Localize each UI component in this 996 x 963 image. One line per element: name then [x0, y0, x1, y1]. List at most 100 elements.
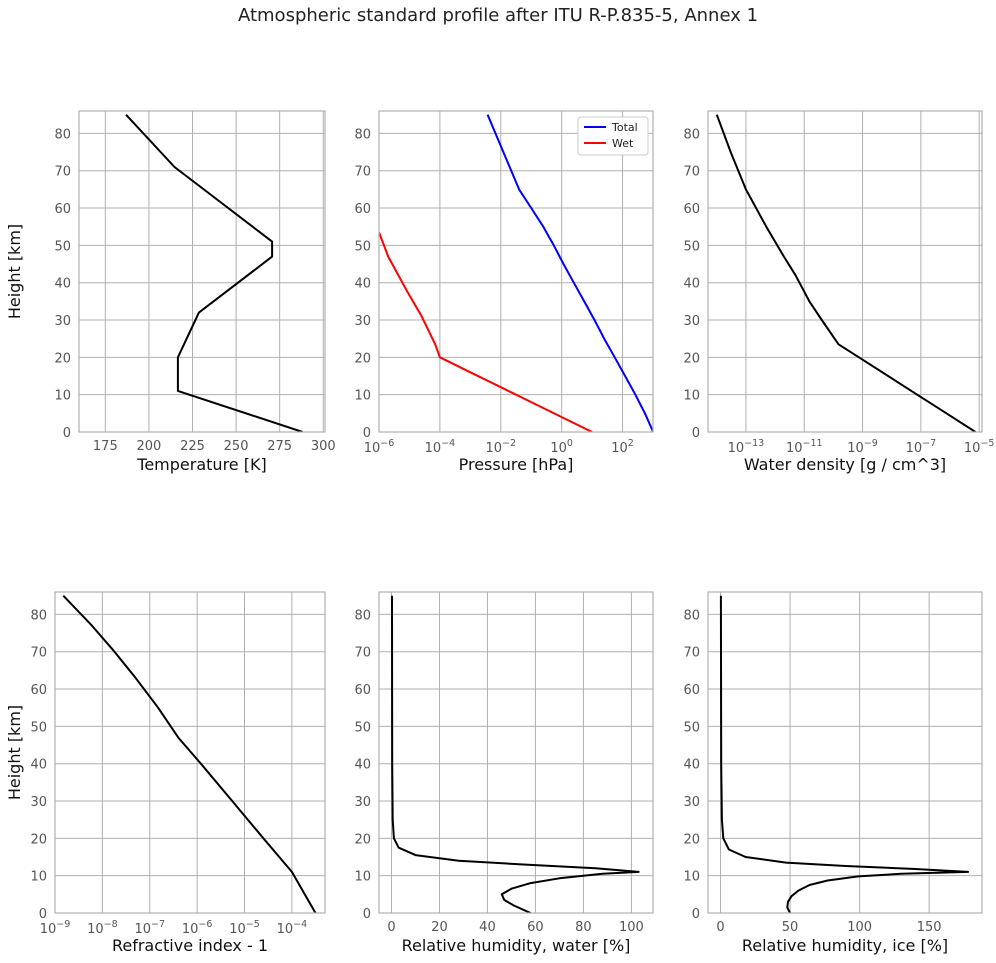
y-axis-label: Height [km]: [5, 224, 24, 319]
y-tick-label: 60: [683, 202, 700, 217]
x-tick-label: 100: [847, 920, 872, 935]
x-tick-label: 100: [550, 438, 573, 456]
y-tick-label: 70: [354, 165, 371, 180]
x-tick-label: 100: [619, 920, 644, 935]
x-tick-label: 60: [527, 920, 544, 935]
series-line: [719, 595, 970, 913]
x-tick-label: 200: [136, 439, 161, 454]
x-tick-label: 10−6: [182, 919, 213, 937]
y-tick-label: 50: [683, 239, 700, 254]
legend-label: Total: [611, 121, 638, 134]
y-tick-label: 40: [683, 277, 700, 292]
y-tick-label: 0: [363, 426, 371, 441]
x-tick-label: 10−8: [87, 919, 118, 937]
y-tick-label: 10: [354, 870, 371, 885]
y-tick-label: 10: [30, 870, 47, 885]
y-tick-label: 50: [354, 720, 371, 735]
y-tick-label: 20: [683, 351, 700, 366]
y-tick-label: 60: [354, 202, 371, 217]
subplot-2: 0 10 20 30 40 50 60 70 80 10−6 10−4 10−2 100 102 Press…: [354, 110, 654, 474]
y-tick-label: 50: [354, 239, 371, 254]
series-line: [391, 595, 640, 913]
figure-title: Atmospheric standard profile after ITU R…: [237, 5, 759, 26]
y-tick-label: 40: [354, 277, 371, 292]
subplot-1: 0 10 20 30 40 50 60 70 80 175 200 225 250 275 300 Tempe…: [5, 110, 336, 474]
y-tick-label: 20: [683, 832, 700, 847]
x-tick-label: 10−9: [40, 919, 71, 937]
y-tick-label: 60: [54, 202, 71, 217]
y-tick-label: 60: [683, 683, 700, 698]
y-tick-label: 20: [54, 351, 71, 366]
x-tick-label: 10−9: [847, 438, 878, 456]
y-tick-label: 80: [683, 608, 700, 623]
y-tick-label: 50: [54, 239, 71, 254]
series-line: [125, 114, 303, 432]
x-tick-label: 225: [180, 439, 205, 454]
y-tick-label: 20: [354, 351, 371, 366]
y-tick-label: 80: [683, 127, 700, 142]
x-tick-label: 0: [387, 920, 395, 935]
subplot-4: 0 10 20 30 40 50 60 70 80 10−9 10−8 10−7 10−6 10−5 10−…: [5, 591, 326, 955]
y-tick-label: 80: [354, 608, 371, 623]
y-tick-label: 0: [363, 907, 371, 922]
x-tick-label: 10−5: [229, 919, 260, 937]
y-tick-label: 10: [354, 389, 371, 404]
subplot-3: 0 10 20 30 40 50 60 70 80 10−13 10−11 10−9 10−7 10−5 W…: [683, 110, 995, 474]
y-tick-label: 0: [39, 907, 47, 922]
x-tick-label: 102: [611, 438, 634, 456]
x-tick-label: 0: [716, 920, 724, 935]
axes-frame: [54, 591, 326, 914]
y-tick-label: 30: [683, 314, 700, 329]
y-tick-label: 0: [692, 907, 700, 922]
x-axis-label: Relative humidity, ice [%]: [742, 936, 948, 955]
y-tick-label: 20: [30, 832, 47, 847]
y-tick-label: 70: [683, 165, 700, 180]
y-tick-label: 70: [683, 646, 700, 661]
x-tick-label: 300: [311, 439, 336, 454]
x-tick-label: 10−7: [134, 919, 165, 937]
x-tick-label: 80: [575, 920, 592, 935]
y-axis-label: Height [km]: [5, 705, 24, 800]
x-axis-label: Temperature [K]: [136, 455, 266, 474]
x-tick-label: 10−2: [485, 438, 516, 456]
series-line-wet: [379, 231, 593, 432]
y-tick-label: 40: [683, 758, 700, 773]
x-tick-label: 250: [224, 439, 249, 454]
x-axis-label: Water density [g / cm^3]: [744, 455, 946, 474]
y-tick-label: 30: [54, 314, 71, 329]
y-tick-label: 40: [30, 758, 47, 773]
series-line: [715, 114, 977, 432]
y-tick-label: 80: [354, 127, 371, 142]
y-tick-label: 70: [30, 646, 47, 661]
y-tick-label: 30: [683, 795, 700, 810]
x-axis-label: Pressure [hPa]: [459, 455, 574, 474]
y-tick-label: 30: [354, 795, 371, 810]
x-axis-label: Relative humidity, water [%]: [402, 936, 631, 955]
x-tick-label: 10−4: [277, 919, 308, 937]
y-tick-label: 60: [30, 683, 47, 698]
legend-label: Wet: [612, 137, 634, 150]
y-tick-label: 20: [354, 832, 371, 847]
x-tick-label: 275: [267, 439, 292, 454]
x-tick-label: 20: [431, 920, 448, 935]
y-tick-label: 40: [354, 758, 371, 773]
y-tick-label: 60: [354, 683, 371, 698]
axes-frame: [78, 110, 326, 433]
y-tick-label: 70: [354, 646, 371, 661]
legend: Total Wet: [577, 116, 649, 156]
axes-frame: [707, 591, 983, 914]
x-tick-label: 10−5: [964, 438, 995, 456]
y-tick-label: 30: [30, 795, 47, 810]
y-tick-label: 0: [692, 426, 700, 441]
y-tick-label: 10: [54, 389, 71, 404]
x-tick-label: 50: [782, 920, 799, 935]
y-tick-label: 10: [683, 870, 700, 885]
y-tick-label: 50: [30, 720, 47, 735]
axes-frame: [378, 591, 654, 914]
y-tick-label: 70: [54, 165, 71, 180]
y-tick-label: 0: [63, 426, 71, 441]
